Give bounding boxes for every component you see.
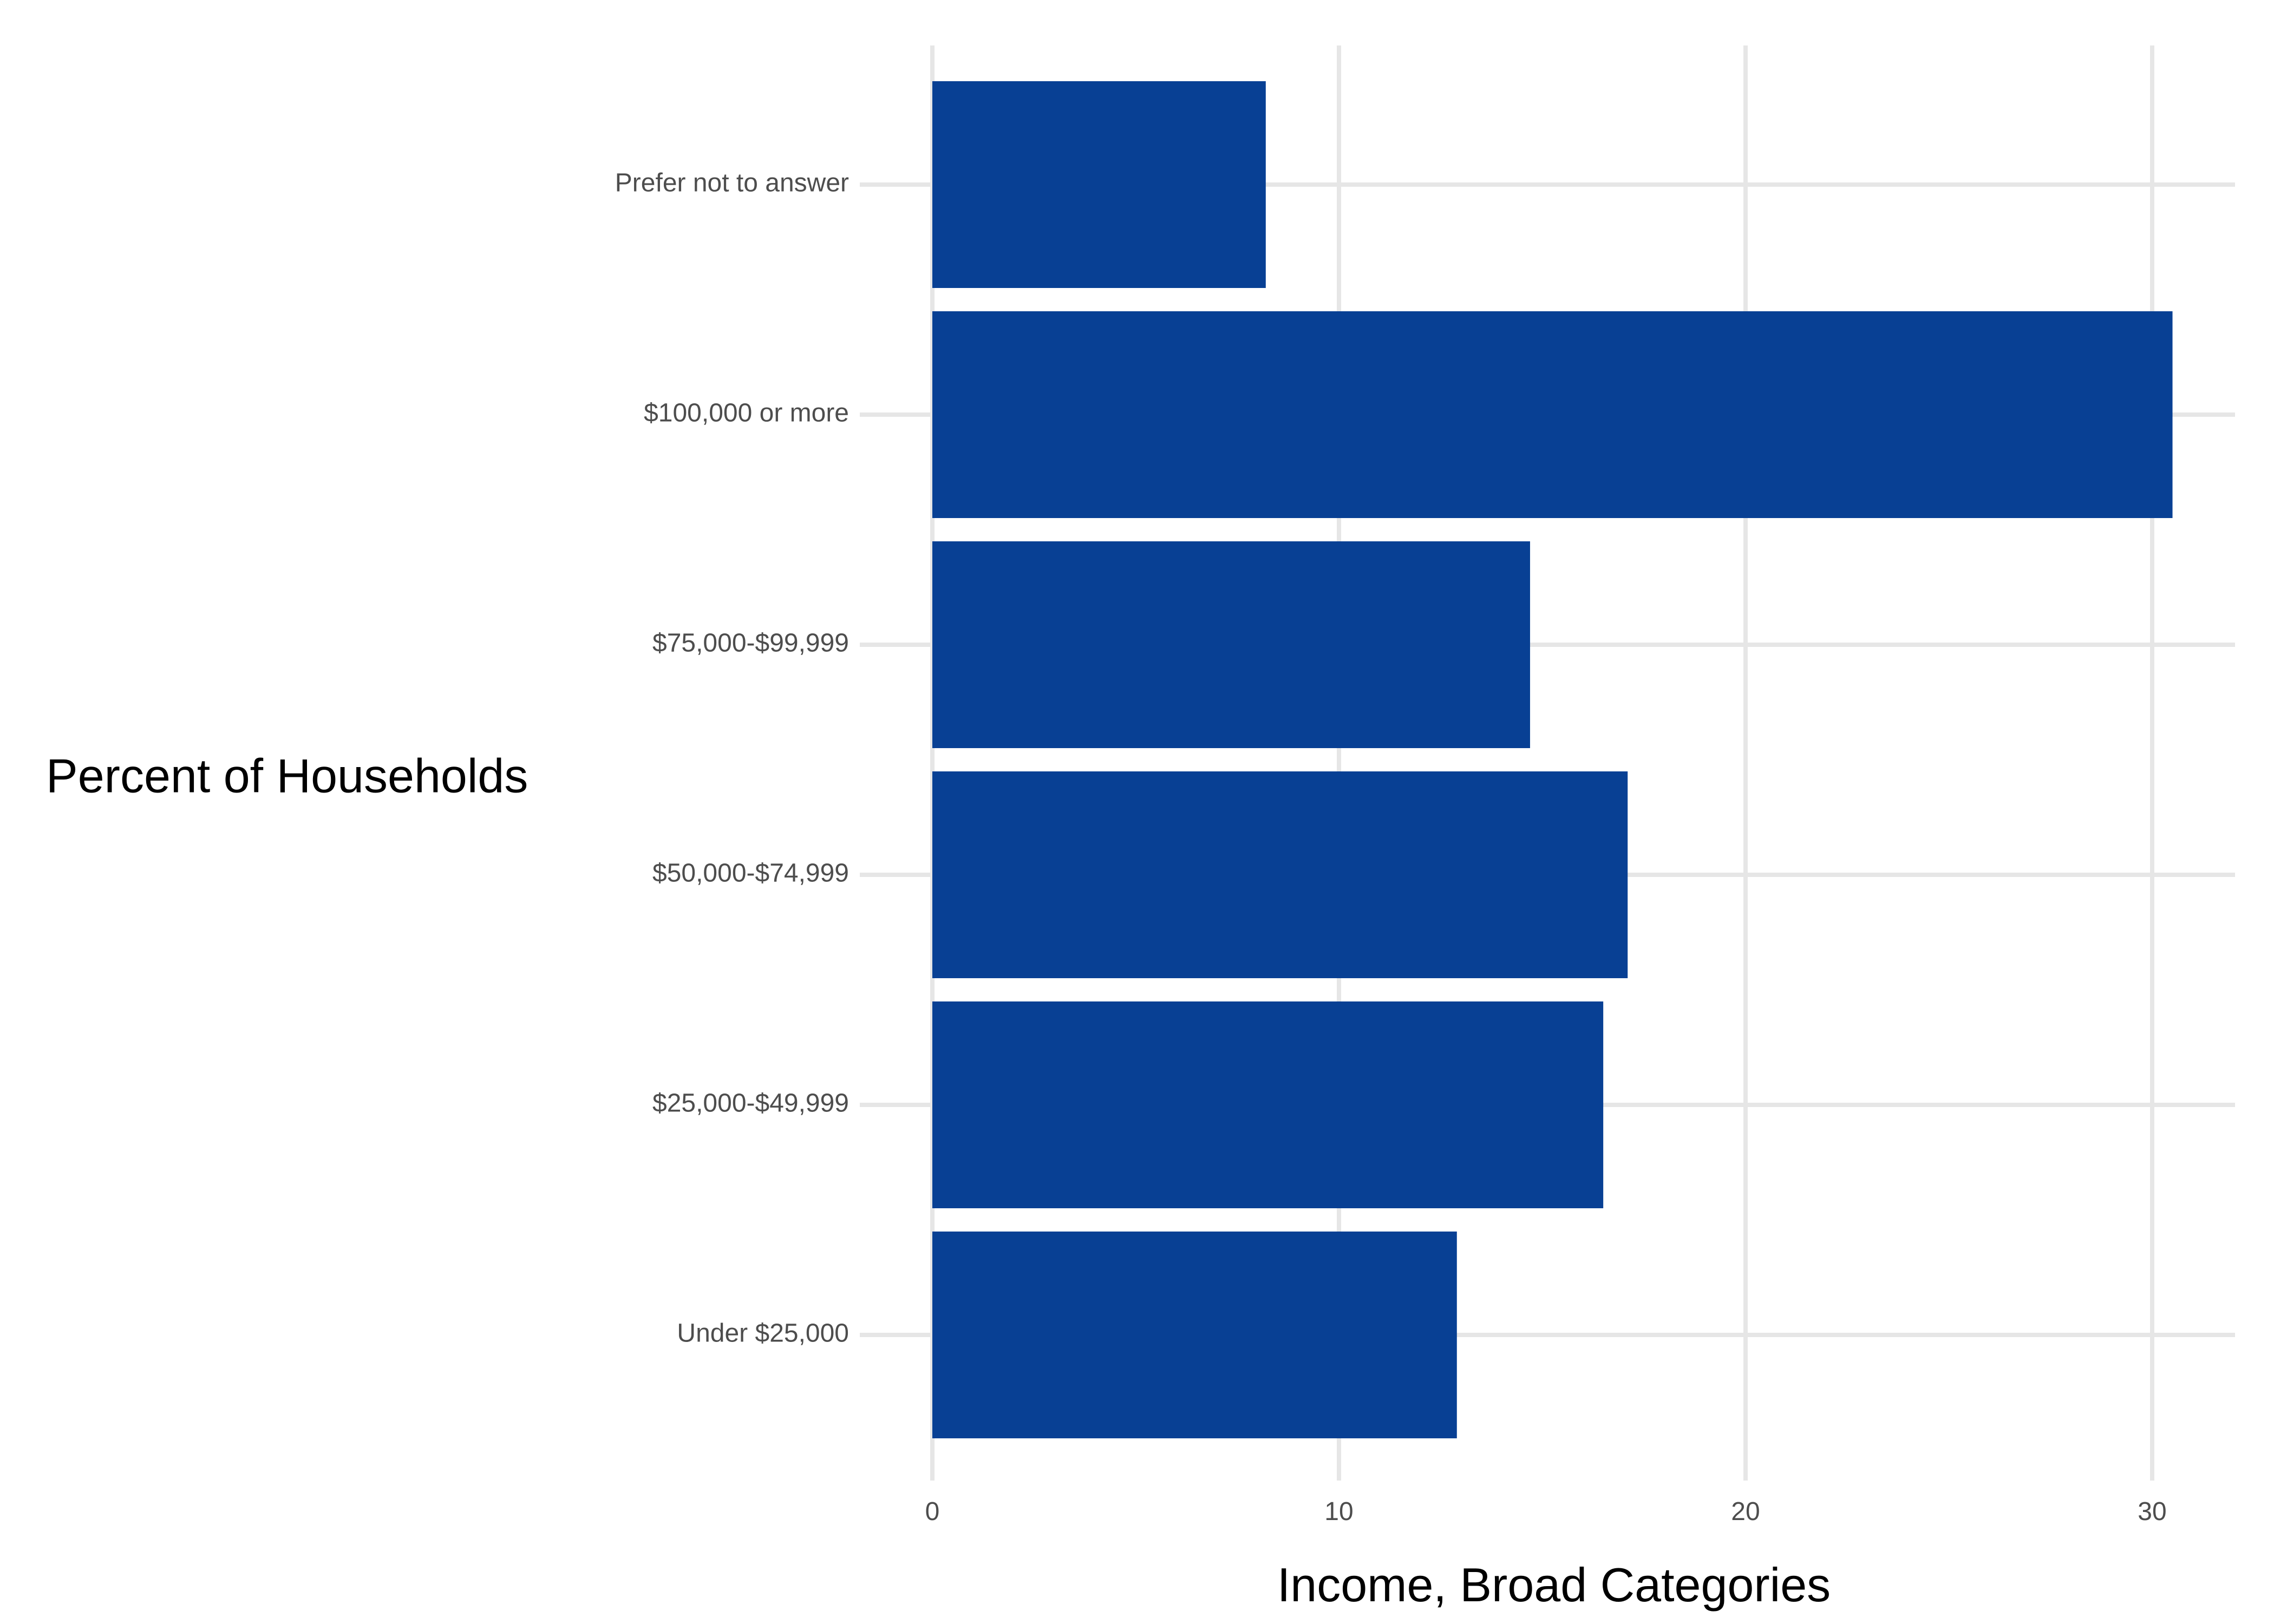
x-tick-label: 30 — [2138, 1497, 2166, 1526]
y-tick-labels: Under $25,000 $25,000-$49,999 $50,000-$74,… — [615, 169, 849, 1348]
bar — [932, 311, 2173, 518]
y-tick-label: Under $25,000 — [677, 1319, 849, 1348]
bar — [932, 1232, 1457, 1438]
x-tick-label: 10 — [1324, 1497, 1353, 1526]
bar-layer — [932, 81, 2173, 1438]
bar — [932, 771, 1628, 978]
y-tick-label: $50,000-$74,999 — [652, 859, 849, 888]
x-axis-title: Income, Broad Categories — [1277, 1558, 1831, 1612]
bar — [932, 541, 1530, 748]
y-tick-label: $75,000-$99,999 — [652, 629, 849, 658]
x-tick-labels: 0 10 20 30 — [925, 1497, 2167, 1526]
bar — [932, 81, 1266, 288]
bar — [932, 1001, 1604, 1208]
y-tick-label: $25,000-$49,999 — [652, 1089, 849, 1118]
y-axis-title: Percent of Households — [46, 749, 528, 802]
y-tick-label: Prefer not to answer — [615, 169, 849, 198]
x-tick-label: 20 — [1731, 1497, 1760, 1526]
y-tick-label: $100,000 or more — [644, 399, 849, 428]
x-tick-label: 0 — [925, 1497, 940, 1526]
